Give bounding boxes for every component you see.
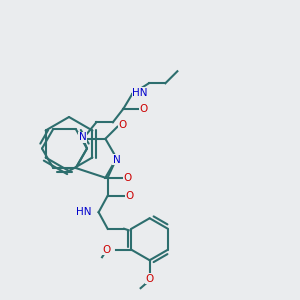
Text: O: O <box>123 173 131 183</box>
Text: HN: HN <box>76 207 91 217</box>
Text: O: O <box>125 191 134 201</box>
Text: N: N <box>113 155 121 165</box>
Text: O: O <box>140 104 148 114</box>
Text: O: O <box>102 245 110 255</box>
Text: O: O <box>118 120 127 130</box>
Text: HN: HN <box>132 88 148 98</box>
Text: N: N <box>79 132 87 142</box>
Text: O: O <box>146 274 154 284</box>
